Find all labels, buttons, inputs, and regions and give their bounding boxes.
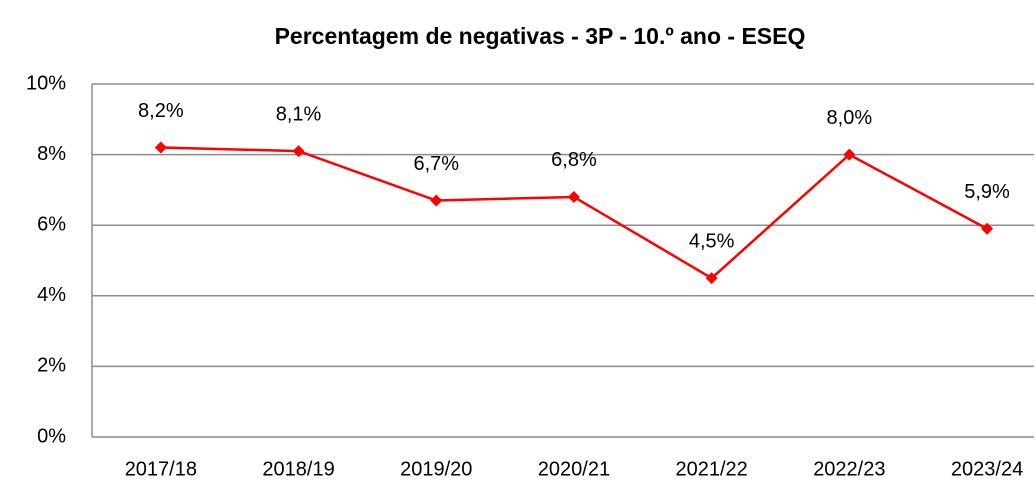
data-label: 5,9%	[964, 181, 1010, 203]
y-tick-label: 0%	[37, 425, 66, 447]
y-tick-label: 6%	[37, 213, 66, 235]
data-label: 6,8%	[551, 149, 597, 171]
x-tick-label: 2020/21	[538, 458, 610, 480]
marker	[567, 190, 580, 203]
data-label: 8,1%	[276, 103, 322, 125]
data-label: 8,0%	[827, 107, 873, 129]
marker	[705, 272, 718, 285]
x-tick-label: 2018/19	[262, 458, 334, 480]
marker	[430, 194, 443, 207]
data-label: 8,2%	[138, 100, 184, 122]
y-tick-label: 4%	[37, 284, 66, 306]
chart-title: Percentagem de negativas - 3P - 10.º ano…	[275, 23, 806, 49]
y-tick-label: 2%	[37, 355, 66, 377]
x-tick-label: 2023/24	[951, 458, 1023, 480]
data-label: 6,7%	[413, 153, 459, 175]
marker	[154, 141, 167, 154]
marker	[292, 145, 305, 158]
y-tick-label: 8%	[37, 143, 66, 165]
marker	[981, 222, 994, 235]
x-tick-label: 2021/22	[676, 458, 748, 480]
data-label: 4,5%	[689, 230, 735, 252]
y-tick-label: 10%	[26, 72, 66, 94]
marker	[843, 148, 856, 161]
x-tick-label: 2022/23	[813, 458, 885, 480]
x-tick-label: 2019/20	[400, 458, 472, 480]
x-tick-label: 2017/18	[125, 458, 197, 480]
